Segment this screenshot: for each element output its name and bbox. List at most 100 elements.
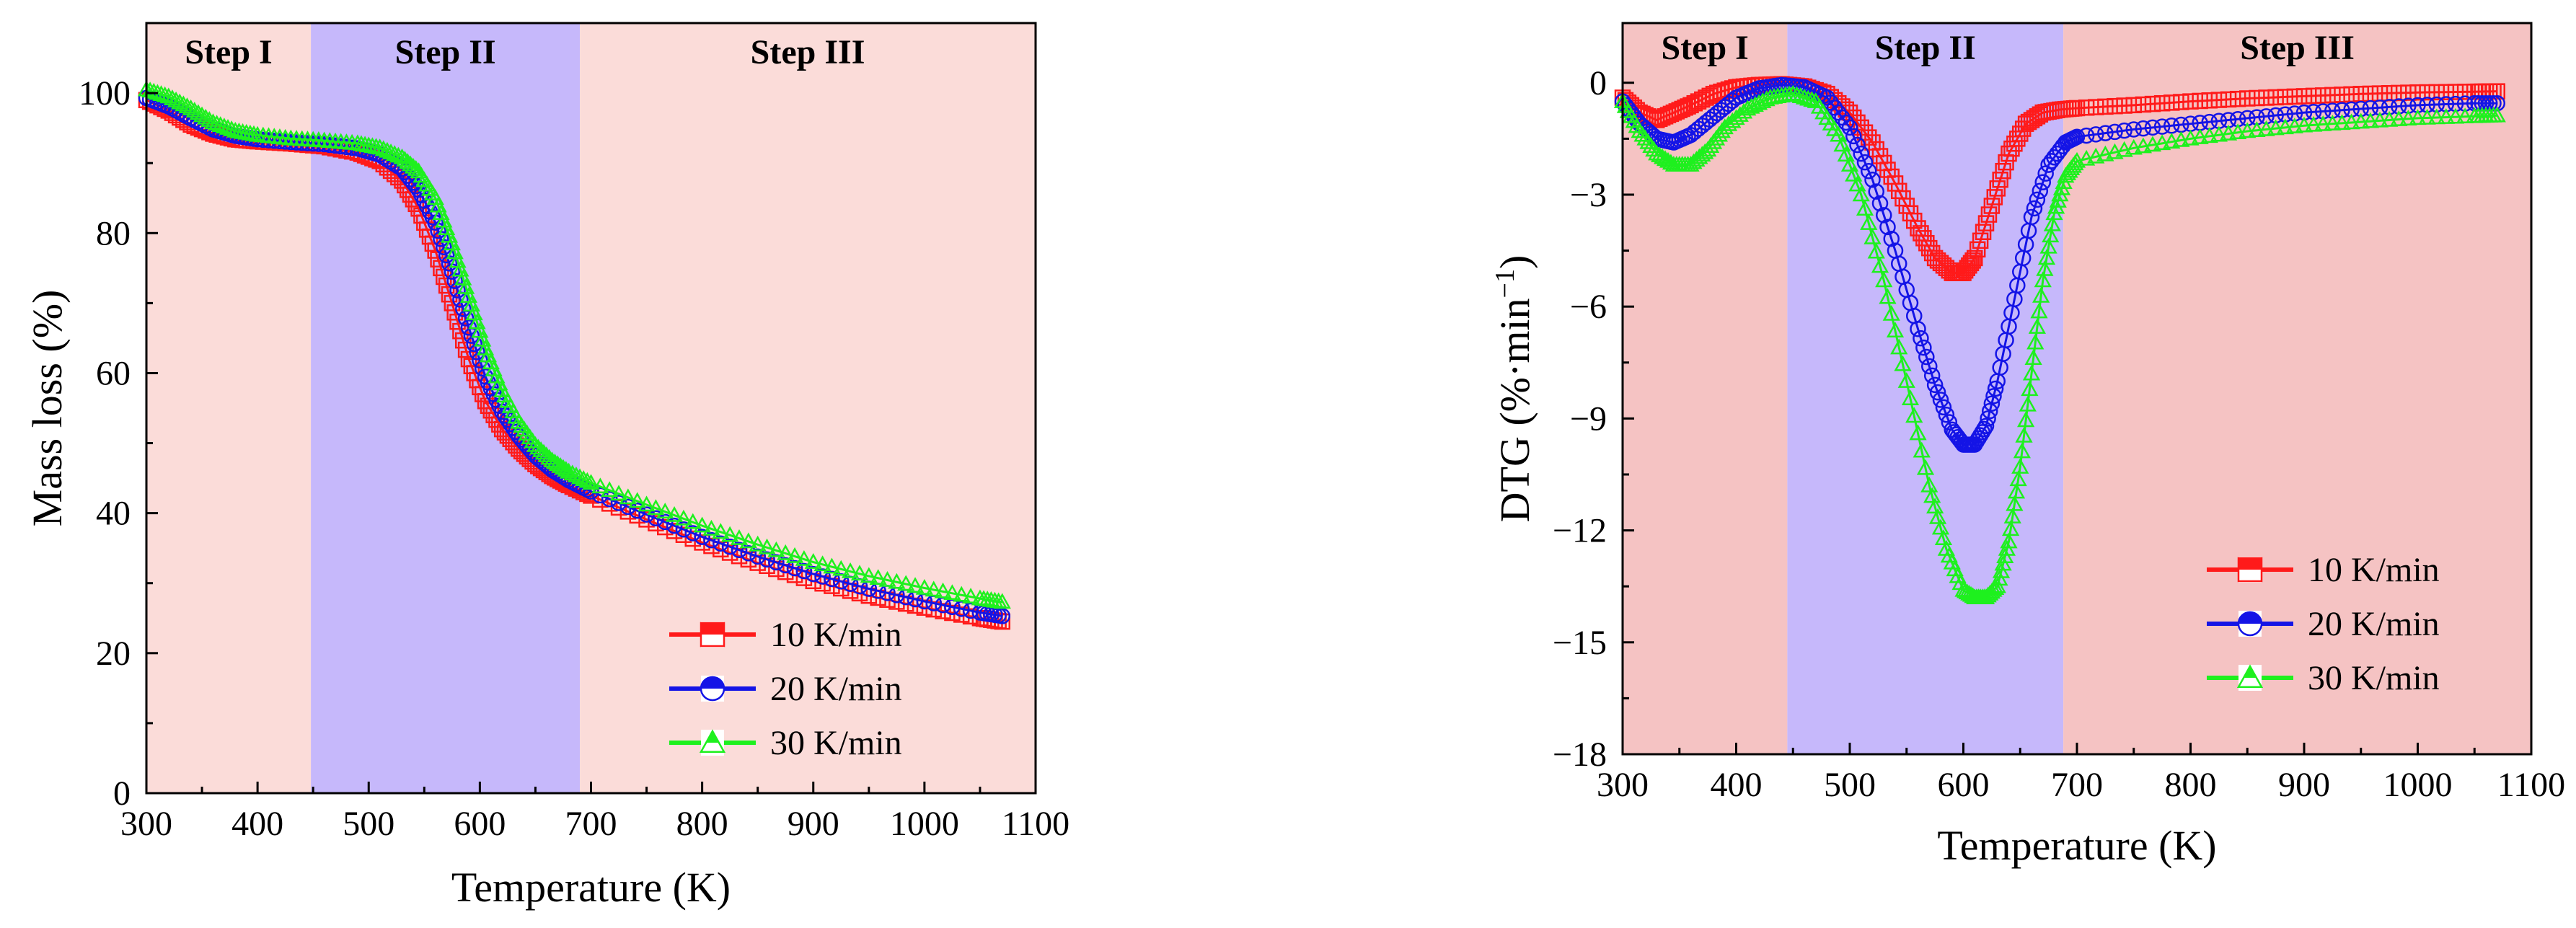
data-point [2210, 92, 2228, 108]
data-point [381, 143, 400, 159]
data-point [1986, 189, 2003, 206]
data-point [185, 102, 203, 118]
data-point [878, 570, 896, 587]
data-point [609, 485, 628, 501]
data-point [1833, 136, 1851, 152]
data-point [223, 120, 241, 136]
data-point [684, 530, 702, 547]
data-point [2418, 108, 2436, 125]
y-tick-label: −15 [1553, 624, 1607, 662]
data-point [2201, 92, 2218, 109]
data-point [1739, 100, 1757, 116]
data-point [1754, 92, 1772, 108]
data-point [2029, 191, 2046, 208]
data-point [2001, 145, 2017, 162]
legend-item: 20 K/min [669, 670, 902, 708]
data-point [2013, 442, 2031, 459]
data-point [2144, 119, 2161, 136]
data-point [2352, 112, 2370, 129]
x-tick-label: 500 [343, 805, 394, 843]
data-point [915, 578, 933, 595]
data-point [702, 519, 720, 536]
data-point [2107, 123, 2123, 141]
data-point [665, 505, 684, 522]
data-point [175, 95, 193, 112]
x-tick-label: 900 [788, 805, 839, 843]
data-point [850, 565, 869, 581]
region-2 [1787, 23, 2064, 754]
data-point [684, 513, 702, 529]
data-point [1992, 172, 2008, 188]
data-point [563, 464, 581, 481]
data-point [2116, 97, 2132, 114]
data-point [1852, 185, 1870, 202]
legend-label: 20 K/min [770, 670, 902, 708]
data-point [777, 557, 794, 574]
data-point [1934, 529, 1953, 546]
data-point [1879, 288, 1897, 304]
legend-label: 10 K/min [2308, 551, 2440, 589]
legend-marker-fill [2238, 612, 2262, 624]
data-point [1980, 206, 1998, 223]
data-point [2006, 495, 2024, 511]
data-point [712, 523, 730, 539]
data-point [389, 146, 407, 163]
data-point [1750, 94, 1768, 110]
data-point [730, 529, 749, 545]
left-data-series [137, 80, 1011, 630]
data-point [638, 511, 655, 528]
data-point [1853, 145, 1869, 162]
data-point [534, 443, 553, 460]
data-point [567, 466, 586, 482]
data-point [961, 588, 980, 604]
legend-marker [2236, 664, 2264, 689]
data-point [378, 141, 397, 158]
data-point [407, 160, 425, 176]
data-point [2011, 458, 2029, 474]
legend-item: 10 K/min [669, 616, 902, 654]
data-point [1871, 195, 1889, 212]
data-point [740, 545, 757, 562]
y-tick-label: 40 [96, 495, 131, 533]
data-point [2257, 120, 2275, 136]
y-tick-label: −9 [1570, 399, 1607, 438]
data-point [601, 481, 619, 498]
data-point [1985, 388, 2002, 405]
data-point [759, 551, 775, 568]
data-point [1883, 230, 1900, 247]
right-x-axis-title: Temperature (K) [1937, 822, 2216, 869]
data-point [193, 106, 211, 123]
data-point [1977, 215, 1995, 231]
data-point [860, 567, 878, 583]
data-point [1856, 154, 1874, 171]
data-point [178, 97, 196, 113]
y-tick-label: 0 [1589, 64, 1607, 102]
right-step-label-2: Step II [1875, 29, 1976, 67]
data-point [2078, 149, 2096, 166]
data-point [1918, 348, 1935, 366]
data-point [2314, 115, 2332, 131]
data-point [1926, 498, 1944, 514]
data-point [208, 115, 226, 131]
data-point [1989, 180, 2006, 197]
data-point [2043, 215, 2061, 231]
region-3 [2063, 23, 2531, 754]
data-point [638, 495, 656, 512]
series-line [1621, 84, 2497, 446]
data-point [2125, 97, 2142, 114]
series-30-k-min [137, 80, 1011, 609]
data-point [2333, 114, 2351, 131]
data-point [2003, 140, 2020, 157]
data-point [2305, 115, 2323, 132]
data-point [657, 513, 674, 531]
y-tick-label: 80 [96, 214, 131, 252]
left-y-axis-title: Mass loss (%) [24, 290, 71, 527]
data-point [2087, 147, 2105, 164]
data-point [2026, 333, 2045, 350]
data-point [2003, 508, 2021, 523]
data-point [374, 140, 392, 156]
data-point [1987, 380, 2004, 397]
data-point [1996, 547, 2014, 564]
data-point [578, 472, 596, 488]
x-tick-label: 700 [565, 805, 617, 843]
